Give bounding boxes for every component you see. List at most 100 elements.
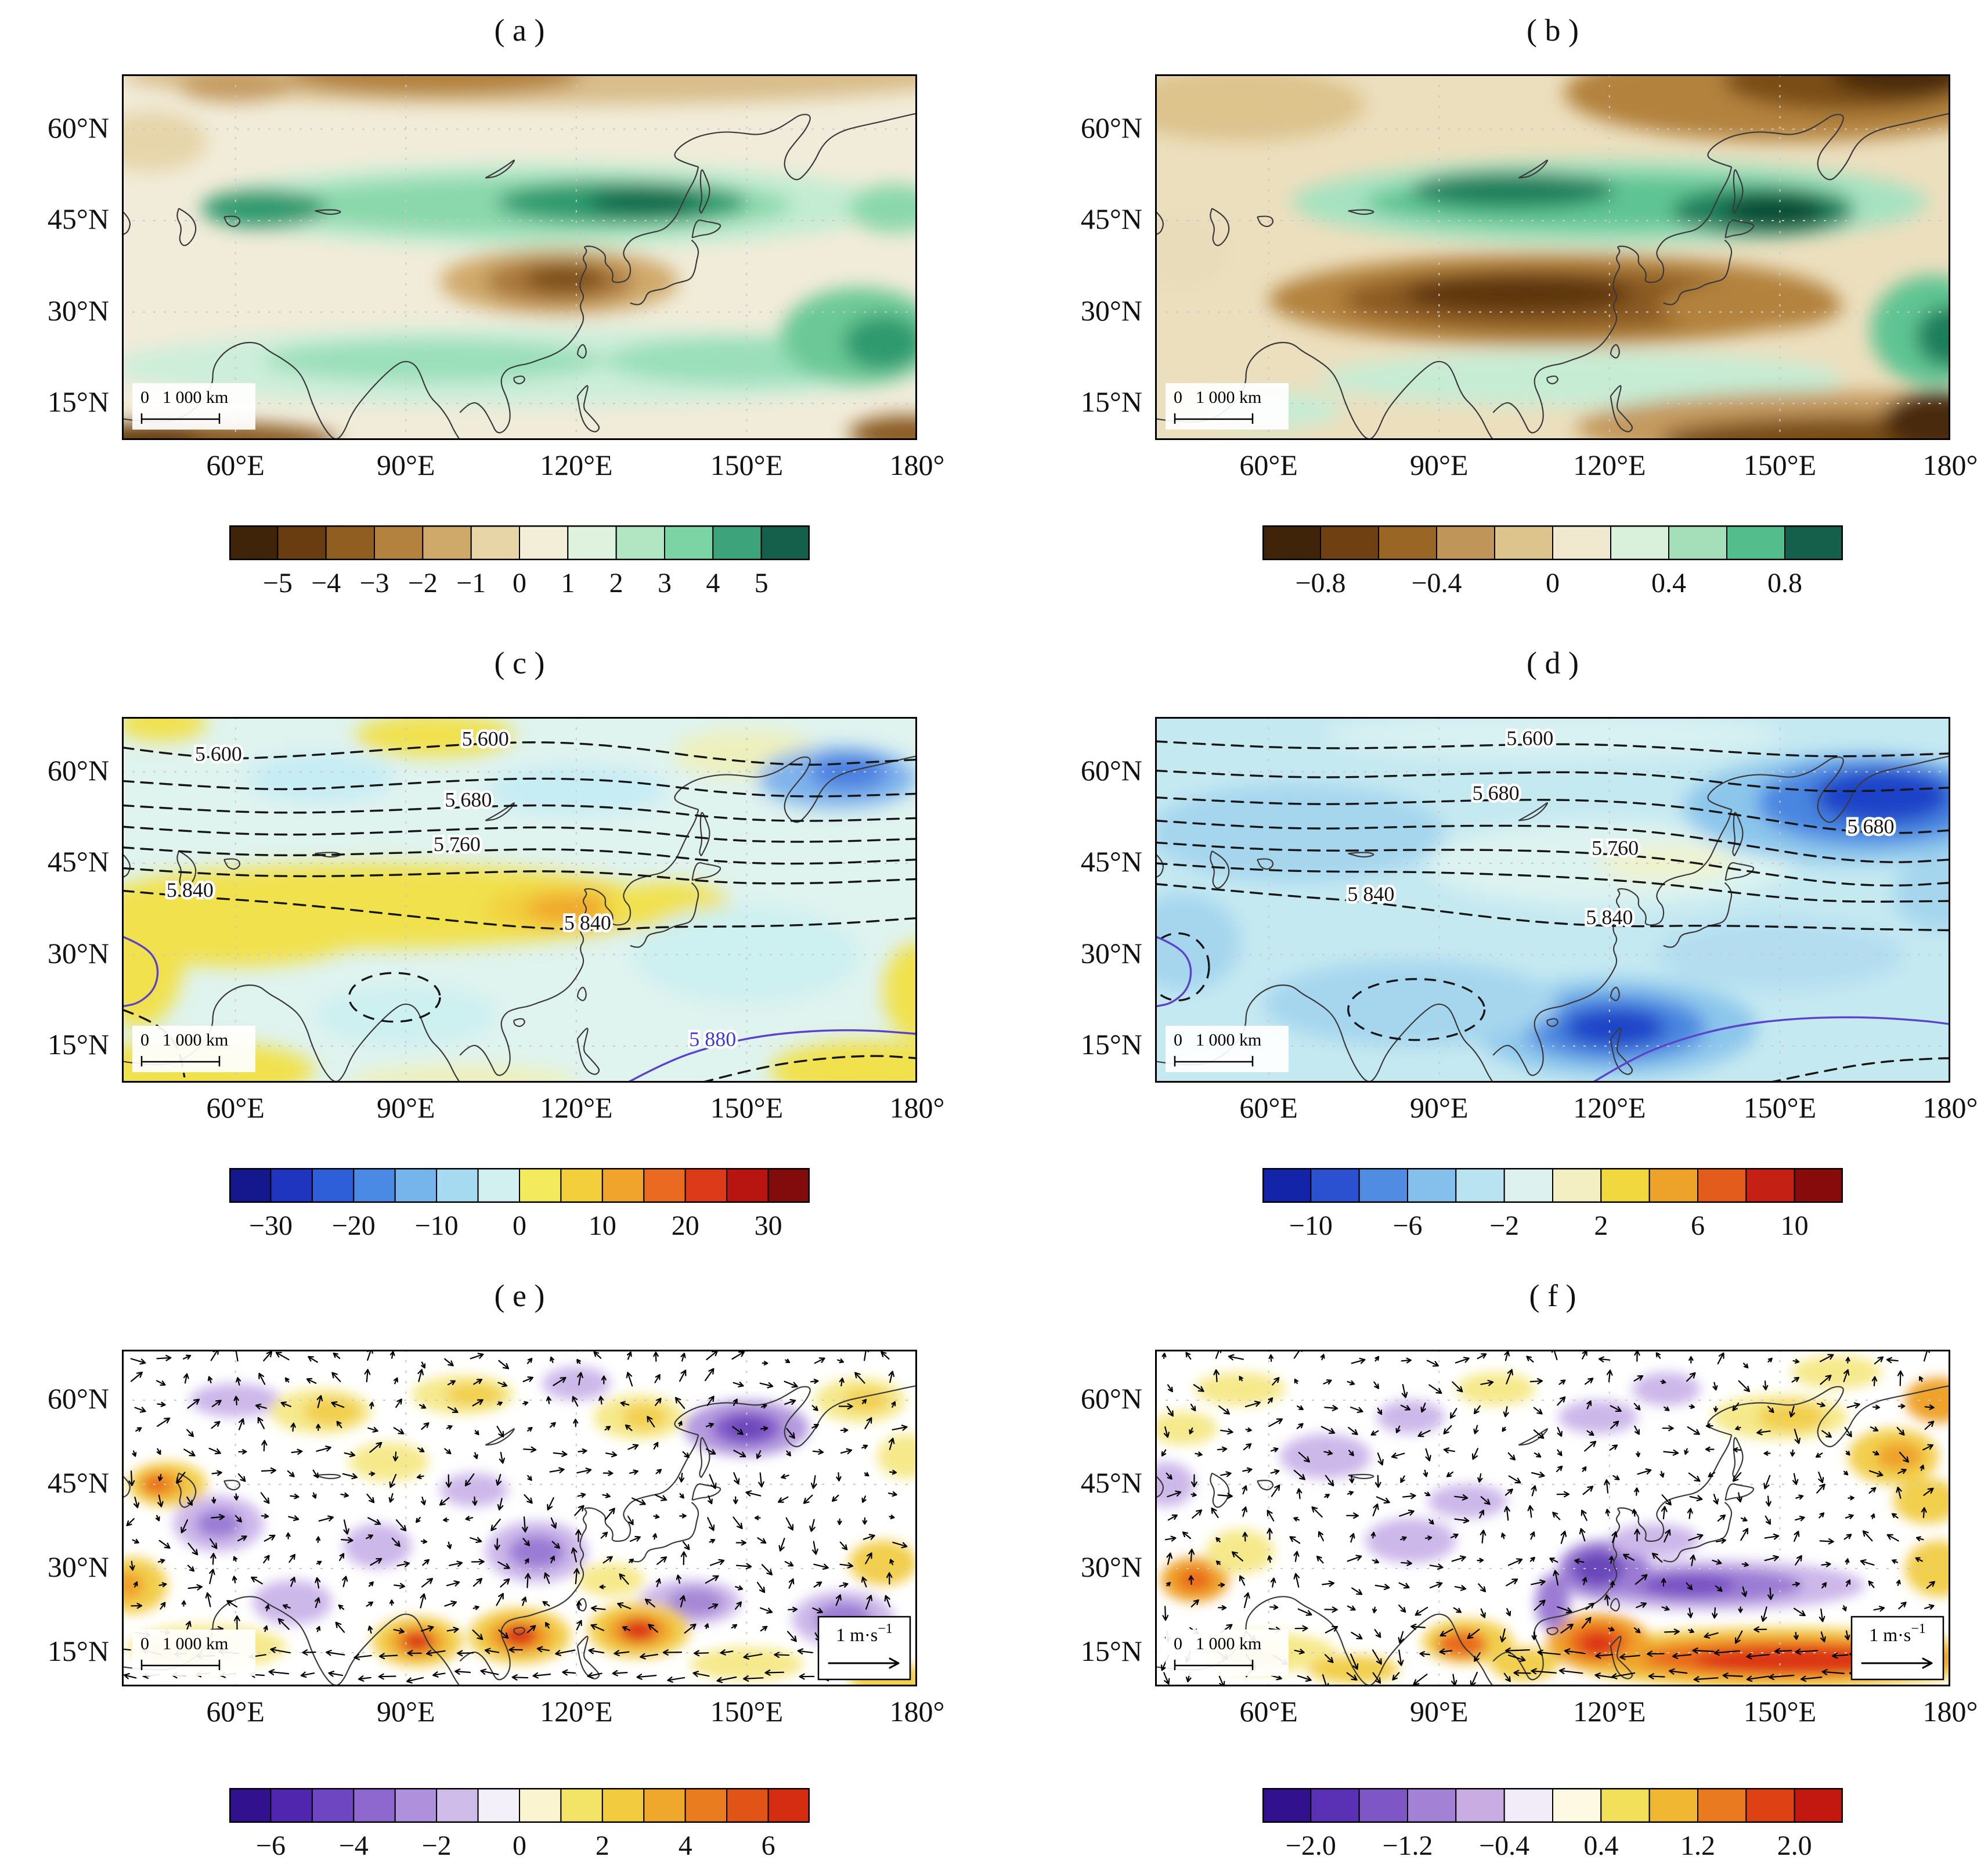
vector-key-exponent: −1 — [1911, 1621, 1926, 1636]
colorbar-tick-label: 2 — [1594, 1210, 1608, 1241]
x-tick-label: 180° — [1922, 1091, 1978, 1124]
colorbar-tick-label: 3 — [658, 568, 672, 599]
x-tick-label: 90°E — [1410, 1091, 1469, 1124]
scale-bar-background — [1166, 1630, 1289, 1676]
colorbar-tick-label: −4 — [338, 1830, 369, 1861]
colorbar-cell — [601, 1167, 645, 1203]
colorbar-cell — [277, 525, 327, 561]
scale-bar-rule — [1174, 1660, 1254, 1670]
colorbar-cell — [767, 1787, 810, 1823]
colorbar-tick-label: 0 — [513, 1210, 526, 1241]
colorbar-cell — [1262, 1167, 1312, 1203]
colorbar-cell — [1668, 525, 1727, 561]
colorbar-svg — [229, 1787, 810, 1823]
colorbar-border — [229, 1787, 810, 1823]
colorbar-tick-label: −6 — [1392, 1210, 1423, 1241]
colorbar-cell — [1648, 1787, 1699, 1823]
colorbar-cell — [270, 1787, 313, 1823]
map-border — [1155, 74, 1950, 440]
graticule — [1155, 1350, 1950, 1686]
scale-bar-background — [132, 1630, 255, 1676]
colorbar-tick-label: −4 — [311, 568, 341, 599]
colorbar-cell — [353, 1787, 396, 1823]
colorbar-cell — [1407, 1787, 1457, 1823]
map-panel-c: 5 600 5 600 5 680 5 760 5 840 5 840 5 880 0 1 00… — [122, 717, 917, 1083]
colorbar-tick-label: −2 — [421, 1830, 452, 1861]
y-tick-label: 60°N — [47, 111, 109, 144]
colorbar-f — [1262, 1787, 1844, 1823]
coastlines — [1155, 755, 1950, 1083]
x-tick-label: 180° — [889, 1091, 945, 1124]
map-svg-b: 0 1 000 km — [1155, 74, 1950, 440]
vector-key-unit: 1 m·s — [836, 1624, 878, 1645]
colorbar-cell — [1503, 1787, 1554, 1823]
map-border — [122, 74, 917, 440]
colorbar-cell — [436, 1167, 479, 1203]
vector-key-label: 1 m·s−1 — [1869, 1621, 1926, 1645]
colorbar-cell — [664, 525, 714, 561]
map-panel-e: 1 m·s−1 0 1 000 km — [122, 1350, 917, 1686]
colorbar-cell — [1310, 1787, 1360, 1823]
colorbar-cell — [1610, 525, 1669, 561]
x-tick-label: 120°E — [540, 1091, 613, 1124]
map-panel-b: 0 1 000 km — [1155, 74, 1950, 440]
vector-key-exponent: −1 — [878, 1621, 893, 1636]
colorbar-tick-label: 0 — [513, 568, 526, 599]
colorbar-e — [229, 1787, 810, 1823]
contour-label: 5 840 — [1586, 906, 1633, 929]
colorbar-cell — [567, 525, 617, 561]
colorbar-cell — [726, 1787, 769, 1823]
colorbar-tick-label: 0.4 — [1583, 1830, 1619, 1861]
colorbar-tick-label: −10 — [414, 1210, 459, 1241]
colorbar-cell — [270, 1167, 313, 1203]
colorbar-cell — [560, 1167, 603, 1203]
scale-bar-zero-label: 0 — [140, 1634, 149, 1653]
anomaly-field — [1155, 717, 1950, 1077]
colorbar-cell — [436, 1787, 479, 1823]
y-tick-label: 15°N — [47, 1635, 109, 1667]
colorbar-cell — [1358, 1787, 1408, 1823]
colorbar-cell — [1697, 1787, 1747, 1823]
colorbar-cell — [1552, 1167, 1602, 1203]
panel-title-d: ( d ) — [1527, 646, 1579, 680]
colorbar-tick-label: −0.4 — [1411, 568, 1462, 599]
scale-bar: 0 1 000 km — [132, 383, 255, 430]
colorbar-cell — [1455, 1787, 1505, 1823]
colorbar-tick-label: −2 — [1489, 1210, 1520, 1241]
contour-label: 5 680 — [1848, 815, 1895, 838]
colorbar-cell — [1600, 1167, 1650, 1203]
scale-bar-zero-label: 0 — [1174, 1030, 1182, 1050]
colorbar-tick-label: 20 — [671, 1210, 699, 1241]
colorbar-cell — [767, 1167, 810, 1203]
x-tick-label: 150°E — [710, 1091, 784, 1124]
coastlines — [122, 755, 917, 1083]
map-svg-a: 0 1 000 km — [122, 74, 917, 440]
scale-bar: 0 1 000 km — [1166, 1630, 1289, 1676]
colorbar-border — [229, 525, 810, 561]
x-tick-label: 90°E — [377, 1091, 435, 1124]
y-tick-label: 15°N — [47, 1028, 109, 1061]
x-tick-label: 90°E — [377, 1695, 435, 1728]
colorbar-cell — [560, 1787, 603, 1823]
scale-bar-background — [132, 1026, 255, 1072]
colorbar-tick-label: 2.0 — [1777, 1830, 1812, 1861]
x-tick-label: 60°E — [1239, 1695, 1298, 1728]
vector-key: 1 m·s−1 — [817, 1616, 911, 1681]
colorbar-cell — [477, 1167, 521, 1203]
colorbar-tick-label: −1.2 — [1382, 1830, 1433, 1861]
x-tick-label: 180° — [1922, 1695, 1978, 1728]
colorbar-cell — [477, 1787, 521, 1823]
colorbar-cell — [1552, 525, 1611, 561]
colorbar-tick-label: −5 — [262, 568, 293, 599]
colorbar-cell — [1320, 525, 1379, 561]
y-tick-label: 60°N — [1080, 754, 1142, 787]
colorbar-cell — [519, 525, 569, 561]
contour-label: 5 760 — [434, 832, 481, 856]
anomaly-field — [1155, 74, 1950, 440]
scale-bar: 0 1 000 km — [132, 1026, 255, 1072]
colorbar-tick-label: 2 — [595, 1830, 609, 1861]
colorbar-svg — [1262, 1787, 1844, 1823]
scale-bar-background — [1166, 383, 1289, 430]
scale-bar-rule — [140, 1056, 221, 1066]
colorbar-cell — [760, 525, 811, 561]
